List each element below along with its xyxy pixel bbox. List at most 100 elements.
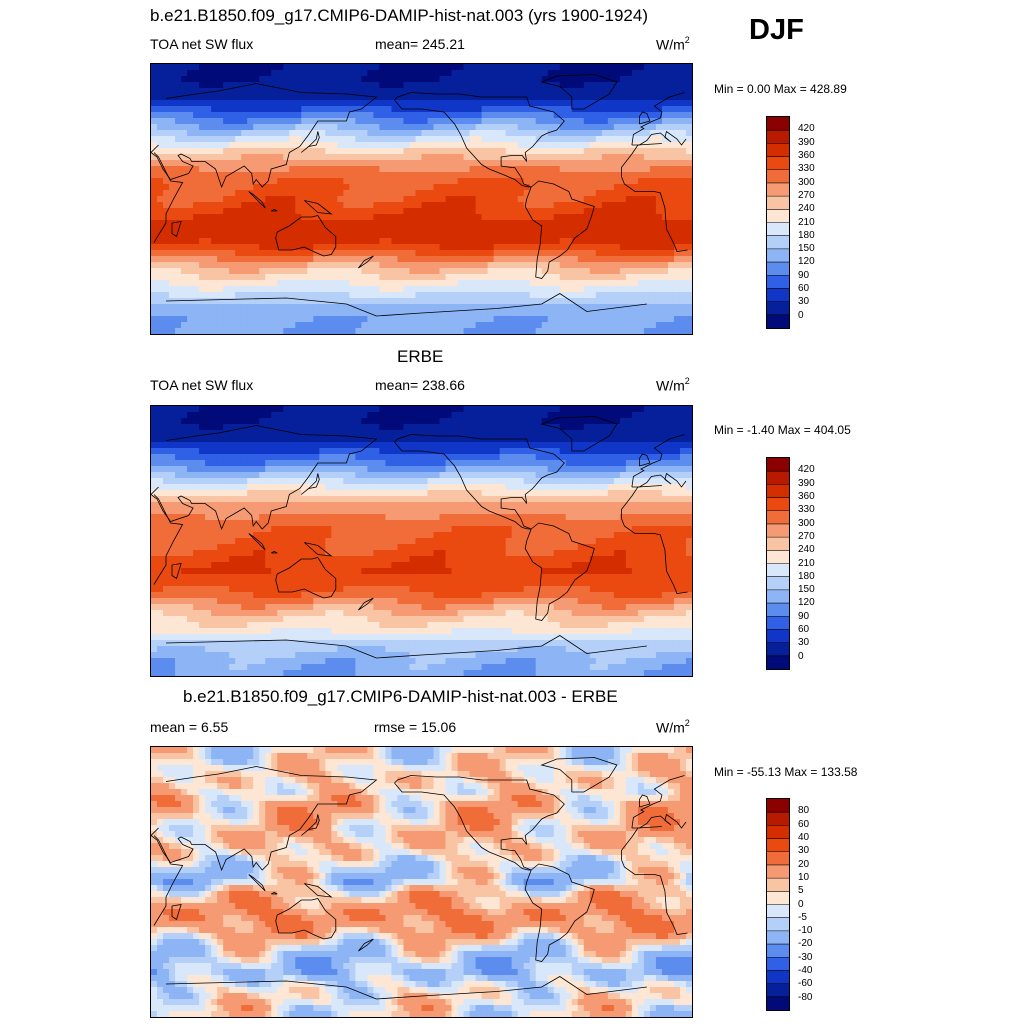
map-field-cell xyxy=(385,76,392,83)
map-field-cell xyxy=(397,256,404,263)
map-field-cell xyxy=(217,154,224,161)
map-field-cell xyxy=(355,268,362,275)
map-field-cell xyxy=(679,202,687,209)
map-field-cell xyxy=(445,160,452,167)
map-field-cell xyxy=(547,124,555,131)
map-field-cell xyxy=(655,124,663,131)
map-field-cell xyxy=(193,112,200,119)
map-field-cell xyxy=(655,172,663,179)
map-field-cell xyxy=(571,286,579,293)
map-field-cell xyxy=(487,100,495,107)
map-field-cell xyxy=(463,316,470,323)
map-field-cell xyxy=(229,88,236,95)
map-field-cell xyxy=(625,172,633,179)
map-field-cell xyxy=(331,238,338,245)
map-field-cell xyxy=(541,202,549,209)
map-field-cell xyxy=(265,448,272,455)
map-field-cell xyxy=(277,226,284,233)
map-field-cell xyxy=(295,112,302,119)
map-field-cell xyxy=(229,424,236,431)
map-field-cell xyxy=(157,310,164,317)
map-field-cell xyxy=(373,460,380,467)
map-field-cell xyxy=(313,232,320,239)
map-field-cell xyxy=(169,274,176,281)
map-field-cell xyxy=(313,178,320,185)
map-field-cell xyxy=(463,178,470,185)
map-field-cell xyxy=(517,166,525,173)
map-field-cell xyxy=(199,454,206,461)
map-field-cell xyxy=(223,172,230,179)
map-field-cell xyxy=(529,118,537,125)
map-field-cell xyxy=(631,220,639,227)
map-field-cell xyxy=(379,316,386,323)
map-field-cell xyxy=(403,184,410,191)
map-field-cell xyxy=(577,310,585,317)
map-field-cell xyxy=(271,100,278,107)
map-field-cell xyxy=(421,412,428,419)
map-field-cell xyxy=(673,208,681,215)
map-field-cell xyxy=(559,280,567,287)
map-field-cell xyxy=(385,190,392,197)
map-field-cell xyxy=(271,322,278,329)
map-field-cell xyxy=(325,226,332,233)
map-field-cell xyxy=(565,166,573,173)
map-field-cell xyxy=(385,406,392,413)
map-field-cell xyxy=(295,244,302,251)
map-field-cell xyxy=(379,124,386,131)
map-field-cell xyxy=(667,226,675,233)
map-field-cell xyxy=(397,268,404,275)
map-field-cell xyxy=(283,238,290,245)
map-field-cell xyxy=(379,304,386,311)
map-field-cell xyxy=(163,136,170,143)
map-field-cell xyxy=(523,316,531,323)
map-field-cell xyxy=(241,262,248,269)
map-field-cell xyxy=(511,220,519,227)
map-field-cell xyxy=(163,292,170,299)
map-field-cell xyxy=(469,424,476,431)
panel-1-min-max: Min = 0.00 Max = 428.89 xyxy=(714,82,847,96)
map-field-cell xyxy=(595,244,603,251)
map-field-cell xyxy=(205,220,212,227)
map-field-cell xyxy=(433,328,440,334)
map-field-cell xyxy=(373,220,380,227)
map-field-cell xyxy=(649,184,657,191)
map-field-cell xyxy=(475,328,483,334)
map-field-cell xyxy=(295,220,302,227)
map-field-cell xyxy=(181,82,188,89)
map-field-cell xyxy=(307,406,314,413)
map-field-cell xyxy=(295,298,302,305)
map-field-cell xyxy=(283,76,290,83)
map-field-cell xyxy=(535,274,543,281)
map-field-cell xyxy=(397,88,404,95)
map-field-cell xyxy=(451,100,458,107)
map-field-cell xyxy=(625,208,633,215)
map-field-cell xyxy=(619,88,627,95)
map-field-cell xyxy=(367,64,374,71)
map-field-cell xyxy=(523,160,531,167)
map-field-cell xyxy=(355,88,362,95)
map-field-cell xyxy=(409,148,416,155)
map-field-cell xyxy=(343,274,350,281)
map-field-cell xyxy=(187,118,194,125)
map-field-cell xyxy=(391,136,398,143)
map-field-cell xyxy=(553,298,561,305)
map-field-cell xyxy=(187,160,194,167)
map-field-cell xyxy=(295,142,302,149)
map-field-cell xyxy=(571,424,579,431)
map-field-cell xyxy=(289,274,296,281)
map-field-cell xyxy=(559,106,567,113)
map-field-cell xyxy=(193,238,200,245)
map-field-cell xyxy=(547,196,555,203)
map-field-cell xyxy=(571,262,579,269)
map-field-cell xyxy=(541,442,549,449)
map-field-cell xyxy=(379,64,386,71)
map-field-cell xyxy=(427,262,434,269)
map-field-cell xyxy=(421,100,428,107)
map-field-cell xyxy=(487,184,495,191)
map-field-cell xyxy=(259,268,266,275)
map-field-cell xyxy=(655,226,663,233)
map-field-cell xyxy=(355,64,362,71)
map-field-cell xyxy=(313,454,320,461)
map-field-cell xyxy=(163,166,170,173)
map-field-cell xyxy=(367,220,374,227)
